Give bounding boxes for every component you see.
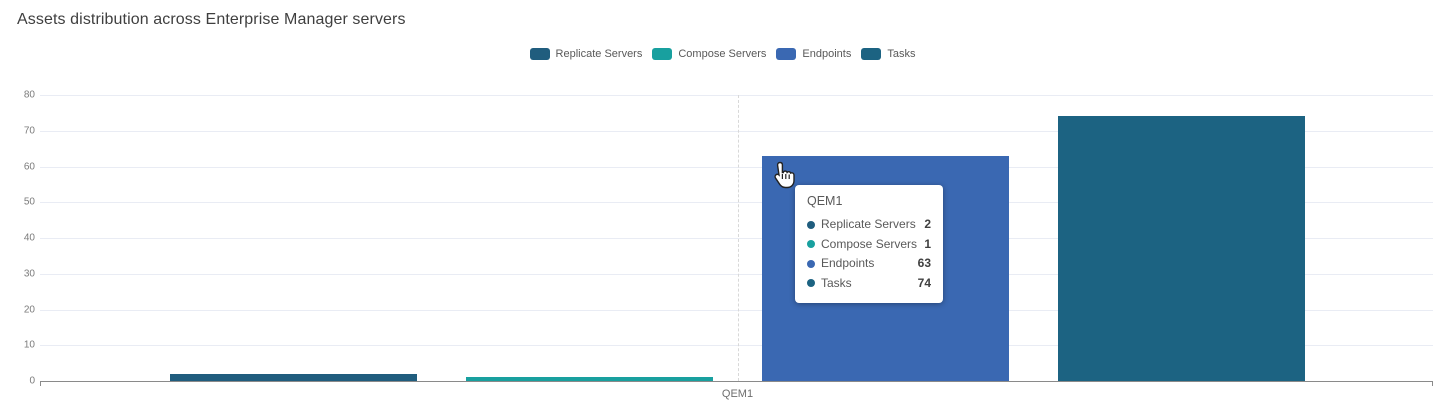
y-axis-tick-label: 10 xyxy=(23,339,35,351)
legend-item-tasks[interactable]: Tasks xyxy=(861,48,915,60)
legend-swatch-endpoints xyxy=(776,48,797,60)
tooltip-row-endpoints: Endpoints 63 xyxy=(807,254,931,274)
bar-compose-servers[interactable] xyxy=(466,377,713,381)
legend-label: Replicate Servers xyxy=(555,48,643,60)
gridline-60 xyxy=(40,166,1433,168)
y-axis-tick-label: 80 xyxy=(23,89,35,101)
legend-label: Tasks xyxy=(887,48,916,60)
chart-title: Assets distribution across Enterprise Ma… xyxy=(17,11,406,28)
gridline-50 xyxy=(40,202,1433,204)
y-axis-tick-label: 20 xyxy=(23,304,35,315)
tooltip-series-value: 2 xyxy=(924,217,931,231)
tooltip-row-compose-servers: Compose Servers 1 xyxy=(807,235,931,255)
legend-label: Endpoints xyxy=(802,48,852,60)
y-axis-tick-label: 30 xyxy=(23,268,35,280)
legend-swatch-replicate-servers xyxy=(529,48,550,60)
legend: Replicate Servers Compose Servers Endpoint… xyxy=(0,48,1445,60)
legend-label: Compose Servers xyxy=(678,48,767,60)
tooltip: QEM1 Replicate Servers 2 Compose Servers 1 E… xyxy=(795,185,943,303)
tooltip-series-label: Tasks xyxy=(821,275,852,290)
gridline-10 xyxy=(40,345,1433,347)
bar-replicate-servers[interactable] xyxy=(170,373,417,381)
tooltip-series-label: Compose Servers xyxy=(821,236,918,251)
tooltip-series-label: Endpoints xyxy=(821,256,875,270)
legend-item-replicate-servers[interactable]: Replicate Servers xyxy=(529,48,643,60)
y-axis-tick-label: 50 xyxy=(23,196,35,208)
tooltip-series-dot xyxy=(807,259,815,268)
tooltip-header: QEM1 xyxy=(807,194,843,208)
tooltip-series-value: 1 xyxy=(924,236,931,251)
tooltip-series-dot xyxy=(807,240,815,249)
legend-item-endpoints[interactable]: Endpoints xyxy=(776,48,851,60)
tooltip-row-tasks: Tasks 74 xyxy=(807,274,931,294)
legend-swatch-tasks xyxy=(861,48,882,60)
y-axis-tick-label: 40 xyxy=(23,232,35,244)
gridline-30 xyxy=(40,273,1433,275)
category-dashed-line xyxy=(737,95,739,381)
tooltip-series-dot xyxy=(807,220,815,229)
x-axis-tick-label: QEM1 xyxy=(721,388,754,400)
tooltip-rows: Replicate Servers 2 Compose Servers 1 Endpoi… xyxy=(807,215,931,293)
tooltip-series-value: 74 xyxy=(917,275,931,290)
tooltip-series-value: 63 xyxy=(917,256,931,270)
bar-tasks[interactable] xyxy=(1058,116,1305,381)
tooltip-row-replicate-servers: Replicate Servers 2 xyxy=(807,215,931,235)
y-axis-tick-label: 0 xyxy=(29,375,35,387)
gridline-40 xyxy=(40,238,1433,239)
gridline-20 xyxy=(40,309,1433,311)
legend-item-compose-servers[interactable]: Compose Servers xyxy=(652,48,766,60)
y-axis-tick-label: 60 xyxy=(23,161,35,172)
tooltip-series-label: Replicate Servers xyxy=(821,217,916,231)
tooltip-series-dot xyxy=(807,279,815,288)
gridline-70 xyxy=(40,130,1433,132)
y-axis-tick-label: 70 xyxy=(23,125,35,137)
legend-swatch-compose-servers xyxy=(652,48,673,60)
x-axis-line xyxy=(40,381,1433,386)
gridline-80 xyxy=(40,95,1433,96)
